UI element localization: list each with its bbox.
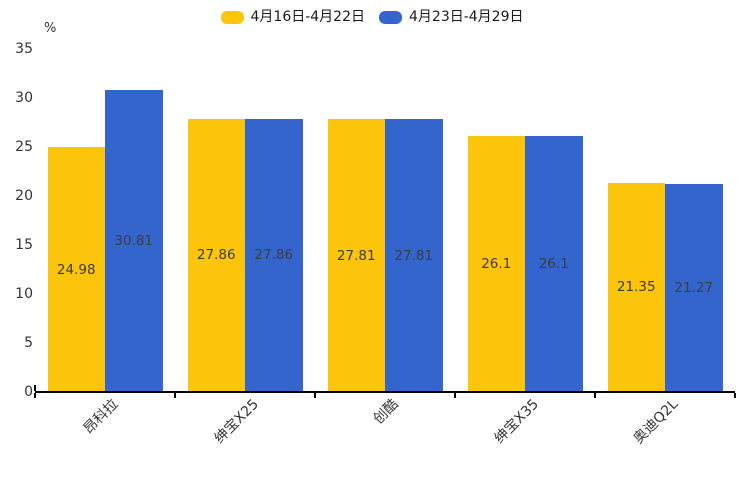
- bar-value-label: 26.1: [538, 256, 569, 273]
- y-tick-label: 20: [15, 188, 33, 204]
- legend-swatch-yellow: [220, 10, 244, 24]
- legend-swatch-blue: [379, 10, 402, 24]
- bar-value-label: 21.35: [616, 279, 656, 296]
- y-tick-label: 30: [15, 90, 33, 106]
- bar-week2: 27.81: [385, 119, 443, 392]
- bar-week1: 27.86: [187, 118, 245, 392]
- bar-week1: 26.1: [467, 136, 525, 392]
- bar-value-label: 27.81: [336, 247, 376, 264]
- x-axis-line: [35, 391, 735, 393]
- category-label: 昂科拉: [80, 396, 122, 438]
- x-tick-mark: [34, 393, 36, 398]
- legend-item-week2[interactable]: 4月23日-4月29日: [379, 7, 524, 27]
- bar-value-label: 30.81: [114, 233, 154, 250]
- legend-item-week1[interactable]: 4月16日-4月22日: [220, 7, 366, 27]
- bar-value-label: 27.86: [254, 247, 294, 264]
- legend: 4月16日-4月22日 4月23日-4月29日: [0, 7, 744, 27]
- x-tick-mark: [594, 393, 596, 398]
- bar-value-label: 26.1: [481, 256, 512, 273]
- y-tick-label: 15: [15, 237, 33, 253]
- bar-week1: 21.35: [607, 182, 665, 392]
- bar-value-label: 27.86: [196, 247, 236, 264]
- x-tick-mark: [454, 393, 456, 398]
- y-tick-label: 5: [24, 335, 33, 351]
- y-tick-label: 35: [15, 41, 33, 57]
- bar-week1: 27.81: [327, 119, 385, 392]
- x-tick-mark: [174, 393, 176, 398]
- bar-value-label: 27.81: [394, 247, 434, 264]
- category-label: 绅宝X25: [211, 396, 262, 447]
- y-tick-label: 25: [15, 139, 33, 155]
- category-label: 创酷: [370, 396, 402, 428]
- bar-week1: 24.98: [47, 147, 105, 392]
- x-tick-mark: [314, 393, 316, 398]
- category-label: 奥迪Q2L: [630, 396, 682, 448]
- y-axis-stub: [34, 385, 36, 391]
- bar-value-label: 24.98: [56, 261, 96, 278]
- y-tick-label: 10: [15, 286, 33, 302]
- y-tick-label: 0: [24, 384, 33, 400]
- category-label: 绅宝X35: [491, 396, 542, 447]
- x-tick-mark: [734, 393, 736, 398]
- bar-week2: 21.27: [665, 183, 723, 392]
- bar-week2: 26.1: [525, 136, 583, 392]
- bar-value-label: 21.27: [674, 279, 714, 296]
- bar-week2: 27.86: [245, 118, 303, 392]
- legend-label-week2: 4月23日-4月29日: [409, 9, 524, 25]
- y-axis-unit-label: %: [44, 21, 57, 36]
- bar-week2: 30.81: [105, 90, 163, 392]
- legend-label-week1: 4月16日-4月22日: [250, 9, 366, 25]
